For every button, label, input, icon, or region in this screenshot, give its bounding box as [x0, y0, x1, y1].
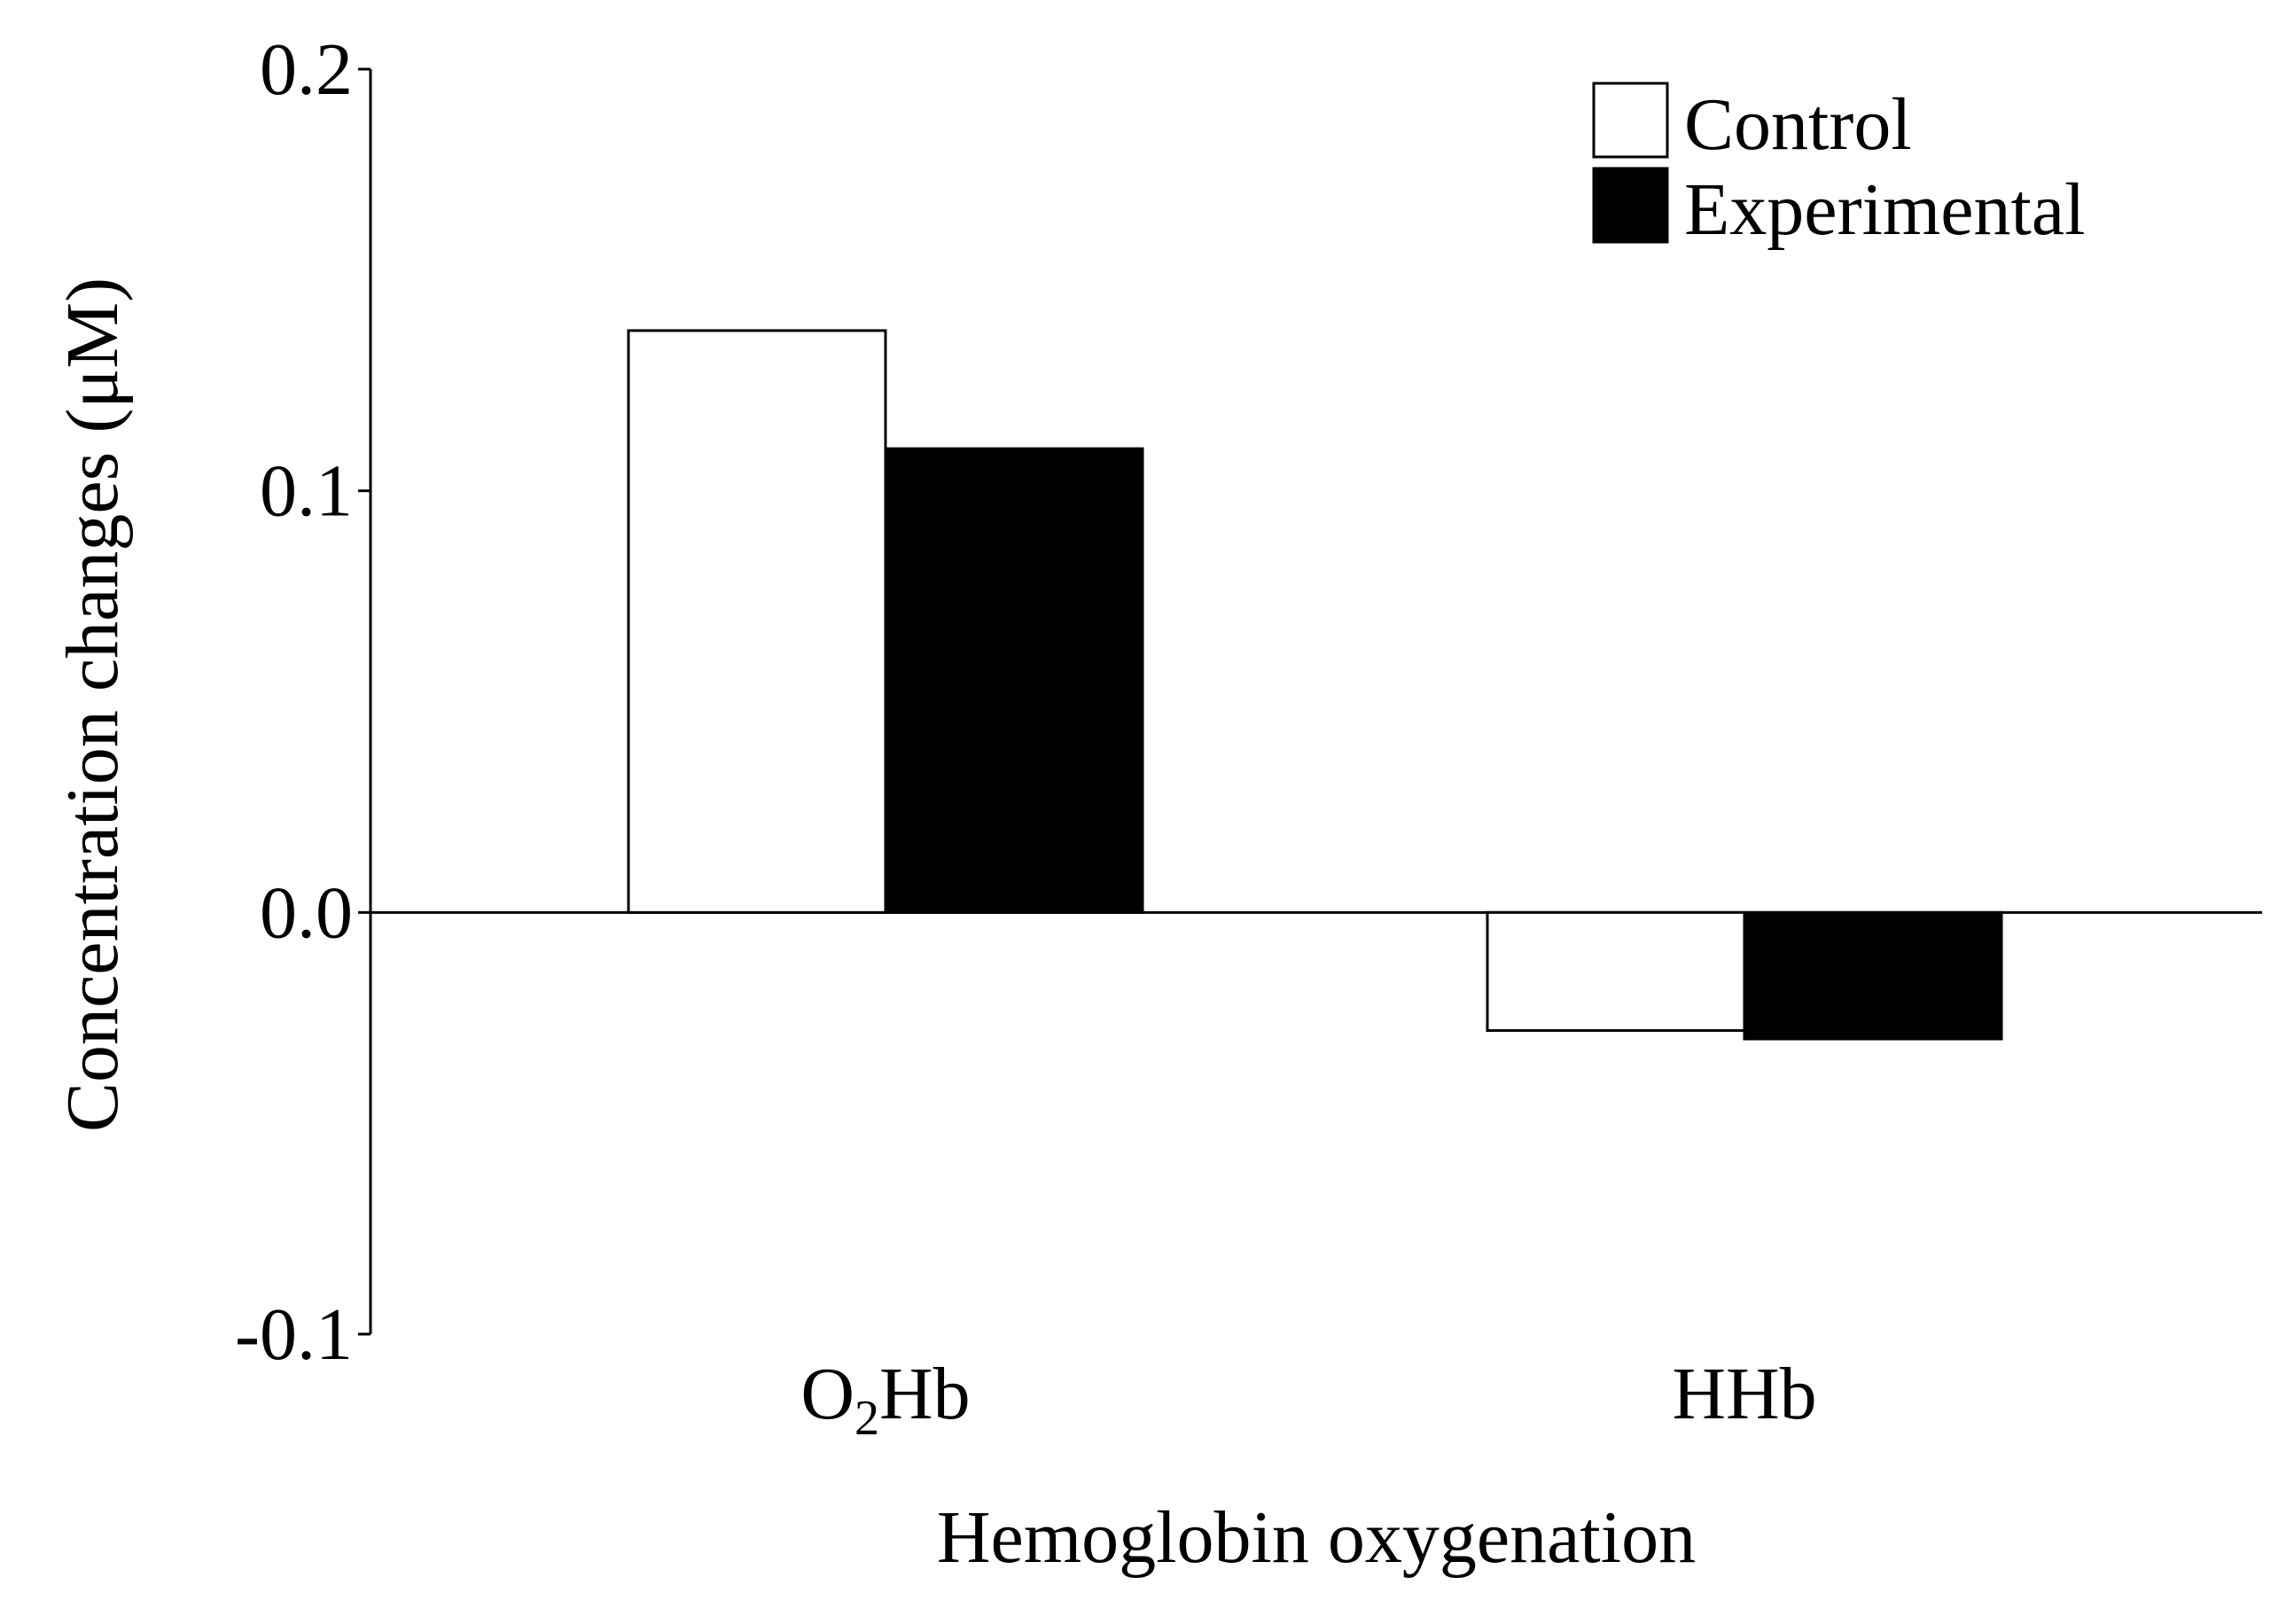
y-tick-label: -0.1	[235, 1293, 353, 1376]
bar-control-2	[1486, 910, 1746, 1033]
bar-experimental-2	[1743, 910, 2003, 1041]
y-tick-label: 0.0	[260, 871, 353, 954]
bars	[627, 329, 2003, 1041]
legend-swatch-control	[1592, 82, 1669, 159]
bar-control-1	[627, 329, 887, 914]
bar-experimental-1	[884, 447, 1144, 914]
x-category-labels: O2Hb HHb	[800, 1353, 1816, 1446]
legend-swatch-experimental	[1592, 167, 1669, 244]
x-category-label: HHb	[1672, 1353, 1816, 1435]
x-category-label: O2Hb	[800, 1353, 970, 1446]
y-tick-label: 0.2	[260, 28, 353, 111]
legend-label-experimental: Experimental	[1684, 168, 2085, 251]
y-tick-label: 0.1	[260, 450, 353, 533]
x-axis-title: Hemoglobin oxygenation	[937, 1496, 1696, 1579]
y-axis-title: Concentration changes (μM)	[51, 277, 134, 1132]
y-ticks: -0.1 0.0 0.1 0.2	[235, 28, 371, 1376]
legend-label-control: Control	[1684, 83, 1912, 166]
